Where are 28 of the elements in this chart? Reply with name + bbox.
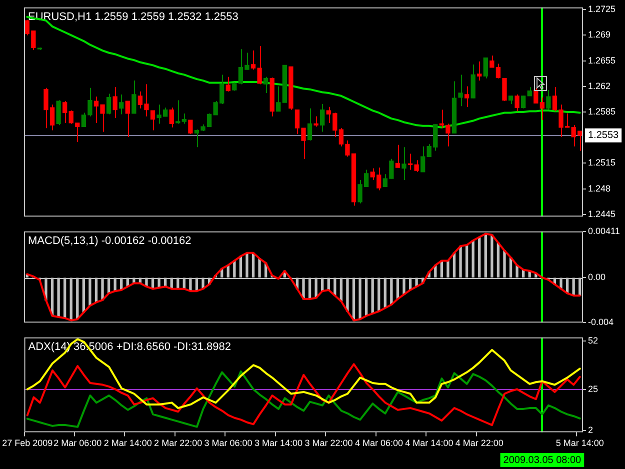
y-tick-label: 2 [588,424,594,435]
x-tick-label: 4 Mar 22:00 [455,438,504,448]
x-tick-label: 3 Mar 14:00 [254,438,303,448]
y-tick-label: 1.2655 [588,55,616,66]
x-tick-label: 4 Mar 14:00 [405,438,454,448]
y-tick-label: 1.269 [588,30,611,40]
x-tick-label: 2 Mar 06:00 [54,438,102,448]
x-tick-label: 3 Mar 06:00 [204,438,252,448]
y-tick-label: 52 [588,335,598,346]
x-tick-label: 2 Mar 22:00 [154,438,202,448]
y-tick-label: 1.2515 [588,158,616,168]
y-tick-label: 0.00411 [588,226,620,236]
y-tick-label: 1.248 [588,183,611,194]
y-tick-label: 1.2585 [588,106,616,116]
x-tick-label: 2 Mar 14:00 [104,438,152,448]
x-tick-label: 5 Mar 14:00 [556,438,604,448]
y-tick-label: 1.2725 [588,4,616,14]
x-tick-label: 2009.03.05 08:00 [503,454,582,466]
y-tick-label: 1.262 [588,80,611,91]
y-tick-label: -0.004 [588,317,614,328]
x-tick-label: 3 Mar 22:00 [304,438,353,448]
ref-line-label: 1.2553 [588,130,620,142]
x-tick-label: 27 Feb 2009 [2,438,53,448]
y-tick-label: 25 [588,384,598,394]
x-tick-label: 4 Mar 06:00 [354,438,403,448]
chart-title: MACD(5,13,1) -0.00162 -0.00162 [28,234,192,247]
y-tick-label: 1.2445 [588,208,616,219]
y-tick-label: 0.00 [588,272,606,282]
